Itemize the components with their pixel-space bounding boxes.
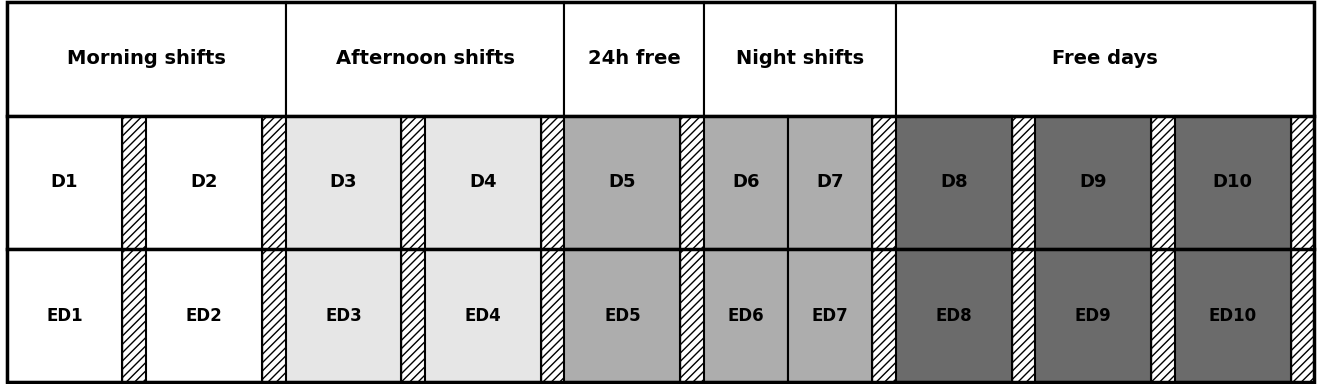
- Text: ED1: ED1: [46, 306, 83, 324]
- Text: ED10: ED10: [1209, 306, 1256, 324]
- Bar: [123, 249, 147, 382]
- Text: D8: D8: [941, 174, 968, 192]
- Bar: [789, 116, 872, 249]
- Bar: [1151, 116, 1174, 249]
- Bar: [285, 249, 402, 382]
- Bar: [680, 116, 704, 249]
- Bar: [285, 2, 564, 116]
- Bar: [1036, 249, 1151, 382]
- Bar: [147, 249, 262, 382]
- Bar: [7, 2, 285, 116]
- Bar: [1151, 249, 1174, 382]
- Bar: [896, 249, 1012, 382]
- Text: D2: D2: [190, 174, 218, 192]
- Bar: [704, 2, 896, 116]
- Text: D9: D9: [1079, 174, 1107, 192]
- Bar: [872, 116, 896, 249]
- Text: D10: D10: [1213, 174, 1252, 192]
- Text: ED9: ED9: [1075, 306, 1112, 324]
- Bar: [540, 249, 564, 382]
- Bar: [1174, 249, 1291, 382]
- Bar: [540, 116, 564, 249]
- Bar: [147, 116, 262, 249]
- Text: 24h free: 24h free: [588, 50, 680, 68]
- Bar: [564, 249, 680, 382]
- Bar: [7, 249, 123, 382]
- Text: D4: D4: [469, 174, 497, 192]
- Text: ED5: ED5: [604, 306, 641, 324]
- Bar: [402, 116, 425, 249]
- Bar: [425, 249, 540, 382]
- Text: Night shifts: Night shifts: [736, 50, 864, 68]
- Text: Morning shifts: Morning shifts: [66, 50, 226, 68]
- Text: D3: D3: [330, 174, 357, 192]
- Bar: [1012, 249, 1036, 382]
- Bar: [285, 116, 402, 249]
- Text: D6: D6: [732, 174, 760, 192]
- Bar: [262, 249, 285, 382]
- Text: ED6: ED6: [728, 306, 765, 324]
- Bar: [1291, 249, 1314, 382]
- Bar: [1036, 116, 1151, 249]
- Bar: [564, 2, 704, 116]
- Text: Afternoon shifts: Afternoon shifts: [336, 50, 514, 68]
- Text: Free days: Free days: [1053, 50, 1159, 68]
- Text: ED8: ED8: [935, 306, 972, 324]
- Bar: [1291, 116, 1314, 249]
- Bar: [704, 249, 789, 382]
- Bar: [7, 116, 123, 249]
- Bar: [402, 249, 425, 382]
- Text: ED2: ED2: [185, 306, 222, 324]
- Text: ED4: ED4: [465, 306, 501, 324]
- Bar: [896, 116, 1012, 249]
- Text: ED7: ED7: [812, 306, 848, 324]
- Bar: [564, 116, 680, 249]
- Text: ED3: ED3: [325, 306, 362, 324]
- Bar: [896, 2, 1314, 116]
- Bar: [425, 116, 540, 249]
- Bar: [704, 116, 789, 249]
- Bar: [789, 249, 872, 382]
- Bar: [1012, 116, 1036, 249]
- Text: D1: D1: [50, 174, 78, 192]
- Bar: [262, 116, 285, 249]
- Bar: [872, 249, 896, 382]
- Bar: [680, 249, 704, 382]
- Bar: [1174, 116, 1291, 249]
- Text: D7: D7: [816, 174, 844, 192]
- Text: D5: D5: [609, 174, 637, 192]
- Bar: [123, 116, 147, 249]
